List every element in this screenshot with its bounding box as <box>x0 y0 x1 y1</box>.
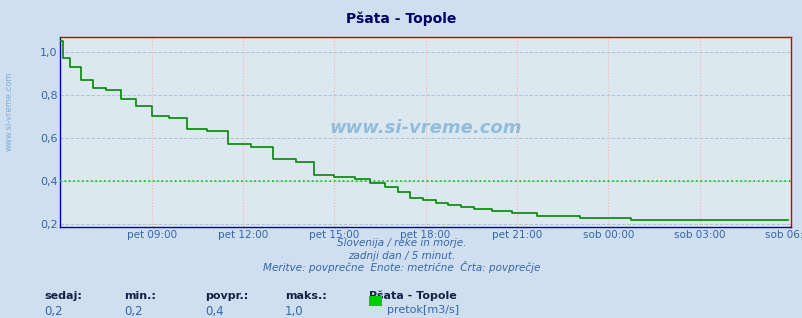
Text: 0,2: 0,2 <box>44 305 63 318</box>
Text: www.si-vreme.com: www.si-vreme.com <box>329 119 521 137</box>
Text: Meritve: povprečne  Enote: metrične  Črta: povprečje: Meritve: povprečne Enote: metrične Črta:… <box>262 261 540 273</box>
Text: povpr.:: povpr.: <box>205 291 248 301</box>
Text: Slovenija / reke in morje.: Slovenija / reke in morje. <box>336 238 466 248</box>
Text: maks.:: maks.: <box>285 291 326 301</box>
Text: Pšata - Topole: Pšata - Topole <box>369 291 456 301</box>
Text: 0,2: 0,2 <box>124 305 143 318</box>
Text: pretok[m3/s]: pretok[m3/s] <box>387 305 459 315</box>
Text: 0,4: 0,4 <box>205 305 223 318</box>
Text: sedaj:: sedaj: <box>44 291 82 301</box>
Text: zadnji dan / 5 minut.: zadnji dan / 5 minut. <box>347 251 455 261</box>
Text: 1,0: 1,0 <box>285 305 303 318</box>
Text: min.:: min.: <box>124 291 156 301</box>
Text: Pšata - Topole: Pšata - Topole <box>346 11 456 26</box>
Text: www.si-vreme.com: www.si-vreme.com <box>5 72 14 151</box>
